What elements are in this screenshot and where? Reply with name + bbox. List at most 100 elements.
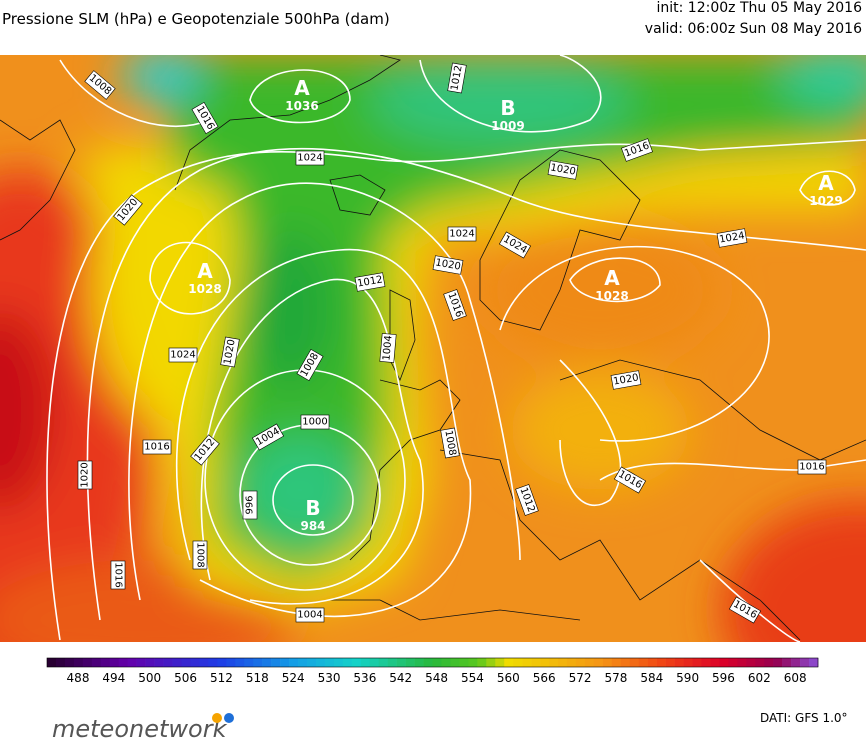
label-box	[77, 460, 93, 490]
colorbar-tick: 548	[425, 671, 448, 685]
logo: meteonetwork	[52, 713, 234, 740]
colorbar-cell	[145, 658, 155, 667]
colorbar-cell	[746, 658, 756, 667]
colorbar-cell	[82, 658, 93, 667]
colorbar-cell	[584, 658, 595, 667]
isobar-label: 1012	[354, 272, 386, 292]
isobar-label: 1016	[110, 560, 126, 590]
center-value: 1036	[285, 99, 318, 113]
colorbar-cell	[620, 658, 631, 667]
center-letter: B	[305, 496, 320, 520]
isobar-label: 1012	[447, 62, 467, 94]
label-box	[440, 427, 460, 459]
colorbar-cell	[342, 658, 353, 667]
isobar-label: 1016	[621, 138, 653, 162]
label-box	[242, 490, 258, 520]
colorbar-cell	[163, 658, 173, 667]
colorbar-cell	[73, 658, 84, 667]
label-box	[190, 434, 220, 466]
colorbar: 488 494 500 506 512 518 524 530 536 542 548 554 560 5…	[46, 657, 819, 685]
isobar-value: 1020	[222, 339, 237, 366]
colorbar-cell	[244, 658, 254, 667]
isobar-value: 1020	[435, 257, 462, 272]
colorbar-tick: 494	[102, 671, 125, 685]
colorbar-cell	[495, 658, 505, 667]
colorbar-cell	[656, 658, 666, 667]
colorbar-cell	[566, 658, 577, 667]
center-value: 984	[300, 519, 325, 533]
isobar-label: 1024	[295, 150, 325, 166]
logo-dot	[224, 713, 234, 723]
colorbar-cell	[298, 658, 308, 667]
isobar-label: 1024	[716, 228, 748, 248]
colorbar-cell	[109, 658, 120, 667]
isobar-value: 1016	[799, 462, 824, 473]
center-letter: A	[604, 266, 620, 290]
isobar-label: 1016	[142, 439, 172, 455]
colorbar-cell	[450, 658, 460, 667]
colorbar-cell	[593, 658, 604, 667]
colorbar-cell	[396, 658, 406, 667]
colorbar-cell	[468, 658, 478, 667]
isobar-value: 1008	[195, 542, 206, 567]
colorbar-cell	[405, 658, 415, 667]
colorbar-cell	[91, 658, 102, 667]
colorbar-tick: 590	[676, 671, 699, 685]
colorbar-cell	[351, 658, 362, 667]
logo-dot	[212, 713, 222, 723]
colorbar-cell	[172, 658, 182, 667]
colorbar-tick: 542	[389, 671, 412, 685]
isobar-value: 1012	[357, 274, 384, 289]
center-letter: A	[818, 171, 834, 195]
label-box	[498, 231, 532, 259]
colorbar-cell	[226, 658, 236, 667]
isobar-value: 1004	[297, 610, 322, 621]
isobar-label: 1020	[77, 460, 93, 490]
colorbar-cell	[378, 658, 388, 667]
isobar-value: 1008	[442, 430, 457, 457]
label-box	[220, 336, 240, 368]
isobar-value: 1024	[719, 230, 746, 245]
title: Pressione SLM (hPa) e Geopotenziale 500h…	[2, 10, 390, 28]
colorbar-cell	[549, 658, 559, 667]
colorbar-cell	[423, 658, 433, 667]
colorbar-cell	[575, 658, 586, 667]
colorbar-tick: 536	[353, 671, 376, 685]
label-box	[515, 484, 539, 516]
colorbar-cell	[755, 658, 765, 667]
label-box	[295, 607, 325, 623]
center-value: 1028	[595, 289, 628, 303]
label-box	[191, 101, 219, 135]
label-box	[110, 560, 126, 590]
colorbar-tick: 518	[246, 671, 269, 685]
isobar-value: 1020	[613, 372, 640, 387]
colorbar-cell	[181, 658, 191, 667]
colorbar-tick: 512	[210, 671, 233, 685]
label-box	[354, 272, 386, 292]
colorbar-cell	[611, 658, 622, 667]
label-box	[192, 540, 208, 570]
colorbar-cell	[719, 658, 729, 667]
label-box	[797, 459, 827, 475]
isobar-label: 1016	[443, 289, 467, 321]
label-box	[300, 414, 330, 430]
colorbar-cell	[710, 658, 720, 667]
colorbar-tick: 530	[318, 671, 341, 685]
colorbar-cell	[190, 658, 200, 667]
isobar-value: 1020	[80, 462, 91, 487]
colorbar-cell	[809, 658, 819, 667]
colorbar-cell	[800, 658, 810, 667]
colorbar-cell	[118, 658, 128, 667]
colorbar-tick: 566	[533, 671, 556, 685]
colorbar-cell	[333, 658, 344, 667]
colorbar-tick: 608	[784, 671, 807, 685]
colorbar-cell	[360, 658, 371, 667]
center-letter: A	[294, 76, 310, 100]
isobar-label: 1004	[379, 333, 397, 363]
logo-text: meteonetwork	[52, 715, 228, 740]
colorbar-cell	[531, 658, 541, 667]
isobar-value: 1024	[449, 229, 474, 240]
label-box	[716, 228, 748, 248]
colorbar-cell	[208, 658, 218, 667]
